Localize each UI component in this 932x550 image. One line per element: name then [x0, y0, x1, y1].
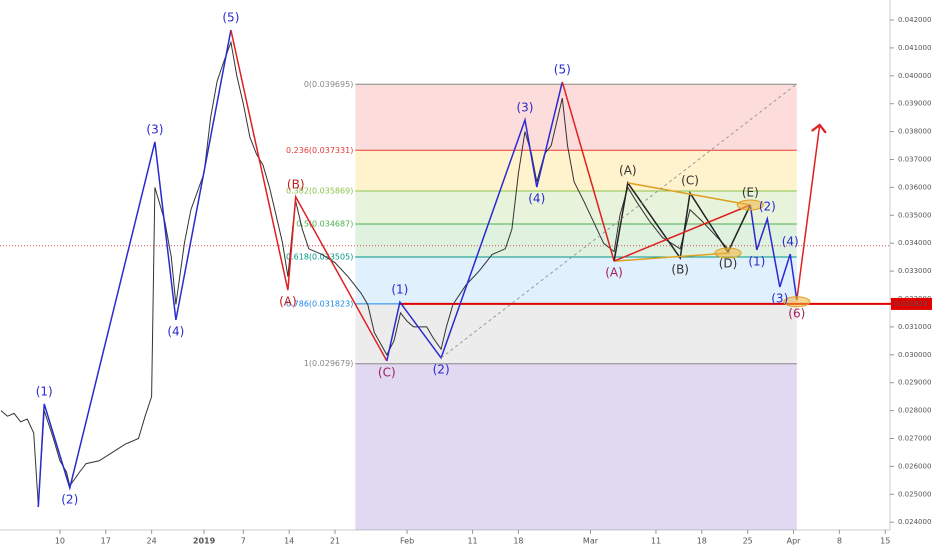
wave-label: (3) [771, 291, 788, 305]
y-tick-label: 0.034000 [898, 239, 931, 247]
highlight [783, 296, 811, 308]
wave-line [561, 81, 615, 262]
x-tick-label: 18 [513, 537, 523, 546]
y-tick-label: 0.036000 [898, 183, 931, 191]
y-tick-label: 0.026000 [898, 462, 931, 470]
fib-label: 0.618(0.033505) [286, 253, 353, 262]
x-tick-label: Mar [583, 537, 599, 546]
x-tick-label: 24 [147, 537, 157, 546]
wave-line [627, 182, 751, 206]
x-tick-label: 8 [837, 537, 842, 546]
y-tick-label: 0.027000 [898, 434, 931, 442]
wave-label: (1) [36, 384, 53, 398]
y-tick-label: 0.035000 [898, 211, 931, 219]
wave-line [386, 81, 564, 362]
fib-label: 0.786(0.031823) [286, 299, 353, 308]
wave-label: (B) [671, 262, 689, 276]
wave-label: (1) [391, 283, 408, 297]
y-tick-label: 0.038000 [898, 128, 931, 136]
y-tick-label: 0.037000 [898, 155, 931, 163]
x-tick-label: 7 [241, 537, 246, 546]
fib-band [355, 303, 797, 364]
highlight [736, 199, 764, 211]
wave-label: (5) [222, 11, 239, 25]
highlight [714, 247, 742, 259]
fib-band [355, 84, 797, 151]
y-tick-label: 0.040000 [898, 72, 931, 80]
wave-label: (1) [748, 254, 765, 268]
wave-label: (C) [681, 173, 699, 187]
fib-label: 0(0.039695) [304, 80, 354, 89]
y-tick-label: 0.041000 [898, 44, 931, 52]
fib-label: 0.382(0.035869) [286, 187, 353, 196]
wave-label: (D) [719, 257, 738, 271]
wave-line [749, 204, 798, 301]
y-tick-label: 0.025000 [898, 490, 931, 498]
y-tick-label: 0.030000 [898, 351, 931, 359]
y-tick-label: 0.039000 [898, 100, 931, 108]
x-tick-label: 11 [467, 537, 477, 546]
x-tick-label: 21 [330, 537, 340, 546]
price-tag-label: 0.031823 [894, 300, 927, 308]
wave-label: (C) [378, 365, 396, 379]
wave-label: (3) [516, 100, 533, 114]
x-tick-label: Feb [400, 537, 414, 546]
wave-label: (4) [528, 192, 545, 206]
x-tick-label: 17 [101, 537, 111, 546]
y-tick-label: 0.024000 [898, 518, 931, 526]
wave-label: (3) [146, 122, 163, 136]
wave-label: (B) [287, 177, 305, 191]
wave-label: (6) [788, 306, 805, 320]
wave-label: (5) [554, 62, 571, 76]
fib-label: 0.5(0.034687) [296, 220, 353, 229]
wave-line [613, 204, 751, 262]
fib-label: 1(0.029679) [304, 359, 354, 368]
x-tick-label: Apr [787, 537, 802, 546]
price-tag [891, 297, 932, 310]
fib-band [355, 363, 797, 530]
wave-line [796, 125, 820, 301]
fib-band [355, 191, 797, 225]
wave-label: (4) [167, 324, 184, 338]
wave-line [440, 83, 798, 359]
x-tick-label: 10 [55, 537, 65, 546]
wave-label: (A) [279, 295, 297, 309]
x-tick-label: 2019 [193, 537, 216, 546]
fib-label: 0.236(0.037331) [286, 146, 353, 155]
y-tick-label: 0.033000 [898, 267, 931, 275]
wave-label: (A) [619, 163, 637, 177]
x-tick-label: 14 [284, 537, 294, 546]
wave-label: (4) [782, 235, 799, 249]
wave-line [614, 252, 731, 262]
wave-label: (2) [61, 492, 78, 506]
y-tick-label: 0.029000 [898, 379, 931, 387]
fib-band [355, 257, 797, 304]
wave-line [613, 180, 751, 262]
y-tick-label: 0.042000 [898, 16, 931, 24]
y-tick-label: 0.028000 [898, 407, 931, 415]
y-tick-label: 0.031000 [898, 323, 931, 331]
wave-label: (E) [742, 185, 759, 199]
price-line [0, 40, 729, 506]
x-tick-label: 15 [880, 537, 890, 546]
wave-label: (A) [605, 266, 623, 280]
wave-label: (2) [433, 362, 450, 376]
x-tick-label: 25 [743, 537, 753, 546]
wave-line [230, 29, 388, 362]
x-tick-label: 18 [697, 537, 707, 546]
wave-line [37, 29, 232, 508]
fib-band [355, 150, 797, 192]
wave-label: (2) [759, 199, 776, 213]
x-tick-label: 11 [651, 537, 661, 546]
